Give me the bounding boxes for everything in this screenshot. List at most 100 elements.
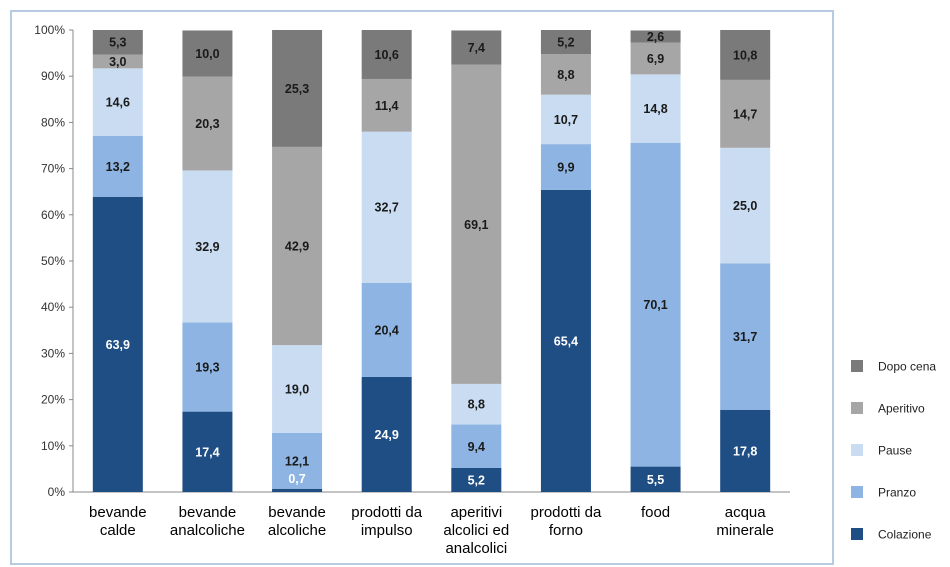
category-label: forno <box>549 522 583 539</box>
data-label: 19,3 <box>195 361 219 375</box>
y-tick-label: 10% <box>41 439 65 453</box>
bar-segment <box>630 30 681 43</box>
category-label: analcoliche <box>170 522 245 539</box>
data-label: 10,0 <box>195 47 219 61</box>
category-label: impulso <box>361 522 413 539</box>
bar-segment <box>451 64 502 384</box>
bar-segment <box>451 383 502 425</box>
data-label: 69,1 <box>464 218 488 232</box>
chart-frame <box>10 10 834 565</box>
data-label: 14,8 <box>643 102 667 116</box>
bar-segment <box>182 76 233 171</box>
bar-segment <box>272 432 323 489</box>
data-label: 11,4 <box>375 99 399 113</box>
category-label: bevande <box>268 504 326 521</box>
bar-segment <box>182 170 233 323</box>
bar-segment <box>540 144 591 190</box>
data-label: 0,7 <box>288 472 305 486</box>
data-label: 31,7 <box>733 330 757 344</box>
bar-segment <box>451 424 502 468</box>
data-labels-layer: 63,9 13,2 14,6 3,0 5,3 17,4 19,3 32,9 20,3 10,0 12… <box>106 30 758 488</box>
bar-segment <box>630 142 681 467</box>
legend-label: Colazione <box>878 528 932 542</box>
category-label: aperitivi <box>450 504 502 521</box>
data-label: 63,9 <box>106 338 130 352</box>
category-label: prodotti da <box>530 504 602 521</box>
bar-segment <box>540 189 591 493</box>
bar-segment <box>361 78 412 132</box>
y-tick-label: 20% <box>41 393 65 407</box>
y-tick-label: 30% <box>41 346 65 360</box>
category-label: prodotti da <box>351 504 423 521</box>
data-label: 9,9 <box>557 160 574 174</box>
legend-swatch <box>851 528 863 540</box>
category-labels-layer: bevandecaldebevandeanalcolichebevandealc… <box>89 504 774 557</box>
bar-segment <box>630 42 681 75</box>
bar-segment <box>361 131 412 283</box>
y-tick-label: 80% <box>41 115 65 129</box>
bar-segment <box>451 30 502 65</box>
bar-segment <box>720 263 771 410</box>
data-label: 24,9 <box>375 428 399 442</box>
data-label: 65,4 <box>554 334 578 348</box>
category-label: alcolici ed <box>443 522 509 539</box>
bar-segment <box>182 322 233 412</box>
y-tick-label: 70% <box>41 162 65 176</box>
data-label: 17,4 <box>195 445 219 459</box>
bar-segment <box>92 196 143 493</box>
category-label: minerale <box>716 522 774 539</box>
data-label: 5,3 <box>109 36 126 50</box>
bars-layer <box>92 30 771 493</box>
data-label: 5,2 <box>557 36 574 50</box>
data-label: 13,2 <box>106 160 130 174</box>
data-label: 10,6 <box>375 48 399 62</box>
legend: Dopo cena Aperitivo Pause Pranzo Colazione <box>851 360 936 542</box>
data-label: 9,4 <box>468 440 485 454</box>
data-label: 70,1 <box>643 298 667 312</box>
bar-segment <box>272 488 323 492</box>
bar-segment <box>720 147 771 264</box>
category-label: acqua <box>725 504 767 521</box>
legend-swatch <box>851 444 863 456</box>
bar-segment <box>361 376 412 492</box>
data-label: 10,7 <box>554 113 578 127</box>
bar-segment <box>630 466 681 492</box>
category-label: food <box>641 504 670 521</box>
bar-segment <box>540 30 591 55</box>
legend-label: Dopo cena <box>878 360 936 374</box>
bar-segment <box>92 30 143 55</box>
data-label: 25,3 <box>285 82 309 96</box>
category-label: analcolici <box>445 540 507 557</box>
bar-segment <box>540 94 591 145</box>
category-label: bevande <box>179 504 237 521</box>
y-tick-label: 0% <box>48 485 66 499</box>
data-label: 5,2 <box>468 473 485 487</box>
bar-segment <box>92 135 143 197</box>
legend-label: Pranzo <box>878 486 916 500</box>
bar-segment <box>451 467 502 492</box>
legend-label: Pause <box>878 444 912 458</box>
legend-swatch <box>851 360 863 372</box>
data-label: 32,9 <box>195 240 219 254</box>
bar-segment <box>720 79 771 148</box>
data-label: 10,8 <box>733 48 757 62</box>
data-label: 32,7 <box>375 201 399 215</box>
y-tick-label: 100% <box>34 23 65 37</box>
bar-segment <box>720 30 771 80</box>
data-label: 25,0 <box>733 199 757 213</box>
bar-segment <box>630 74 681 143</box>
category-label: bevande <box>89 504 147 521</box>
bar-segment <box>92 68 143 136</box>
data-label: 14,6 <box>106 96 130 110</box>
bar-segment <box>540 54 591 95</box>
data-label: 17,8 <box>733 444 757 458</box>
bar-segment <box>720 409 771 492</box>
data-label: 20,3 <box>195 117 219 131</box>
bar-segment <box>92 54 143 69</box>
bar-segment <box>272 30 323 147</box>
bar-segment <box>182 30 233 77</box>
y-tick-label: 60% <box>41 208 65 222</box>
data-label: 2,6 <box>647 30 664 44</box>
legend-swatch <box>851 402 863 414</box>
